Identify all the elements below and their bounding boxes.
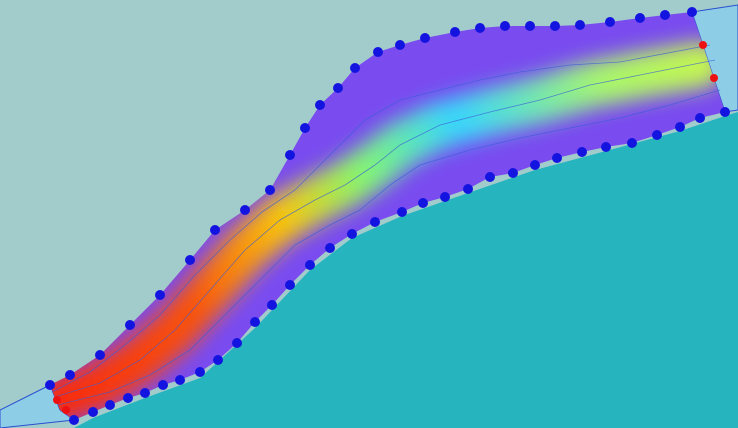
node — [123, 393, 133, 403]
node — [525, 21, 535, 31]
node — [605, 17, 615, 27]
node — [195, 367, 205, 377]
solid-region — [74, 112, 738, 428]
node — [185, 255, 195, 265]
node — [370, 217, 380, 227]
node — [105, 400, 115, 410]
node — [350, 63, 360, 73]
node — [601, 142, 611, 152]
end-nodes — [53, 41, 718, 414]
node — [687, 7, 697, 17]
mesh-line — [51, 44, 711, 393]
node — [175, 375, 185, 385]
node — [550, 21, 560, 31]
node — [155, 290, 165, 300]
node — [62, 406, 70, 414]
node — [158, 380, 168, 390]
node — [530, 160, 540, 170]
node — [95, 350, 105, 360]
node — [660, 10, 670, 20]
node — [552, 153, 562, 163]
node — [285, 150, 295, 160]
node — [508, 168, 518, 178]
node — [395, 40, 405, 50]
node — [88, 407, 98, 417]
node — [373, 47, 383, 57]
node — [333, 83, 343, 93]
node — [418, 198, 428, 208]
node — [485, 172, 495, 182]
node — [325, 243, 335, 253]
node — [300, 123, 310, 133]
node — [475, 23, 485, 33]
node — [500, 21, 510, 31]
node — [250, 317, 260, 327]
node — [140, 388, 150, 398]
node — [627, 138, 637, 148]
node — [265, 185, 275, 195]
node — [53, 396, 61, 404]
node — [440, 192, 450, 202]
node — [213, 355, 223, 365]
boundary-nodes — [45, 7, 730, 425]
node — [695, 113, 705, 123]
node — [240, 205, 250, 215]
node — [347, 229, 357, 239]
node — [45, 380, 55, 390]
node — [575, 20, 585, 30]
node — [267, 300, 277, 310]
node — [577, 147, 587, 157]
node — [65, 370, 75, 380]
mesh-lines — [51, 44, 721, 406]
node — [125, 320, 135, 330]
node — [635, 13, 645, 23]
node — [652, 130, 662, 140]
mesh-line — [54, 59, 716, 398]
node — [397, 207, 407, 217]
node — [315, 100, 325, 110]
node — [463, 184, 473, 194]
node — [305, 260, 315, 270]
node — [450, 27, 460, 37]
node — [710, 74, 718, 82]
node — [720, 107, 730, 117]
node — [420, 33, 430, 43]
node — [232, 338, 242, 348]
node — [699, 41, 707, 49]
node — [675, 122, 685, 132]
node — [69, 415, 79, 425]
node — [285, 280, 295, 290]
mesh-line — [57, 89, 721, 406]
node — [210, 225, 220, 235]
